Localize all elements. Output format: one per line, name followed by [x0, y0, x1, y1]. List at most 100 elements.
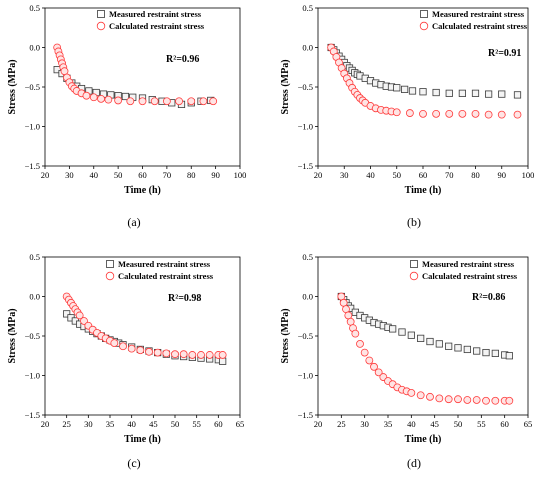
x-tick-label: 30: [340, 170, 349, 180]
x-tick-label: 100: [522, 170, 535, 180]
data-point-calculated: [197, 351, 205, 359]
data-point-calculated: [482, 396, 490, 405]
data-point-measured: [432, 88, 440, 97]
y-tick-label: 0.0: [302, 292, 313, 302]
x-tick-label: 65: [236, 419, 245, 429]
data-point-measured: [498, 90, 506, 98]
series-calculated: [53, 43, 218, 106]
x-tick-label: 80: [187, 170, 196, 180]
data-point-calculated: [374, 368, 383, 377]
data-point-measured: [121, 92, 130, 101]
x-tick-label: 50: [454, 419, 463, 429]
legend-marker-square: [420, 10, 428, 18]
data-point-measured: [491, 349, 499, 357]
legend-marker-circle: [419, 21, 429, 31]
legend-label: Measured restraint stress: [432, 9, 525, 19]
data-point-calculated: [82, 91, 91, 100]
data-point-calculated: [472, 396, 481, 404]
r-squared-annotation: R²=0.96: [166, 54, 199, 65]
legend-label: Calculated restraint stress: [422, 271, 518, 281]
y-tick-label: −0.5: [25, 331, 40, 341]
r-squared-annotation: R²=0.86: [472, 292, 505, 303]
y-axis-title: Stress (MPa): [7, 308, 18, 363]
data-point-measured: [389, 325, 397, 333]
data-point-calculated: [218, 351, 227, 359]
data-point-calculated: [351, 329, 360, 338]
data-point-calculated: [392, 108, 401, 117]
x-tick-label: 40: [127, 419, 136, 429]
data-point-calculated: [445, 109, 454, 118]
y-tick-label: 0.5: [29, 3, 40, 13]
x-axis-title: Time (h): [124, 434, 161, 445]
y-tick-label: −0.5: [298, 82, 313, 92]
data-point-calculated: [110, 339, 119, 348]
data-point-measured: [454, 344, 462, 352]
data-point-measured: [463, 345, 471, 354]
data-point-measured: [473, 347, 481, 355]
legend: Measured restraint stress Calculated rest…: [96, 9, 205, 31]
data-point-measured: [513, 91, 522, 99]
x-tick-label: 55: [477, 419, 486, 429]
data-point-measured: [445, 342, 453, 350]
data-point-calculated: [97, 94, 105, 103]
data-point-calculated: [405, 109, 414, 117]
data-point-calculated: [136, 346, 145, 355]
data-point-calculated: [126, 97, 135, 106]
x-axis-title: Time (h): [124, 185, 161, 196]
data-point-measured: [458, 89, 466, 97]
data-point-calculated: [416, 391, 425, 400]
data-point-calculated: [356, 339, 364, 348]
data-point-calculated: [145, 347, 153, 356]
data-point-measured: [407, 331, 415, 339]
x-tick-label: 60: [138, 170, 147, 180]
series-calculated: [62, 292, 227, 359]
y-tick-label: 0.5: [302, 252, 313, 262]
legend-marker-circle: [96, 21, 106, 31]
data-point-calculated: [179, 350, 188, 359]
x-axis-title: Time (h): [405, 434, 442, 445]
data-point-calculated: [138, 97, 147, 106]
data-point-measured: [417, 334, 425, 342]
y-tick-label: −1.5: [25, 161, 40, 171]
data-point-calculated: [419, 109, 427, 118]
x-tick-label: 100: [234, 170, 247, 180]
x-tick-label: 20: [41, 170, 50, 180]
data-point-measured: [485, 90, 493, 98]
legend: Measured restraint stress Calculated rest…: [105, 259, 214, 281]
data-point-measured: [419, 88, 427, 96]
x-tick-label: 45: [149, 419, 158, 429]
y-tick-label: −1.5: [25, 410, 40, 420]
x-tick-label: 20: [314, 170, 323, 180]
panel-label: (d): [407, 456, 421, 470]
x-tick-label: 20: [41, 419, 50, 429]
data-point-calculated: [471, 109, 480, 118]
legend-label: Calculated restraint stress: [109, 21, 205, 31]
data-point-measured: [471, 89, 480, 97]
data-point-calculated: [505, 396, 514, 405]
data-point-calculated: [175, 97, 183, 106]
data-point-calculated: [80, 317, 88, 325]
x-tick-label: 60: [419, 170, 428, 180]
data-point-calculated: [432, 109, 441, 118]
series-calculated: [327, 43, 522, 119]
chart-panel-3: 20 25 30 35 40 45 50 55 60 65 0.5 0.0 −0.5 −1.0 −1.5 Ti…: [7, 252, 244, 470]
y-tick-label: −1.5: [298, 410, 313, 420]
data-point-calculated: [426, 392, 434, 401]
x-tick-label: 35: [106, 419, 115, 429]
y-tick-label: −0.5: [25, 82, 40, 92]
x-tick-label: 30: [360, 419, 369, 429]
x-tick-label: 45: [430, 419, 439, 429]
x-tick-label: 80: [471, 170, 480, 180]
data-point-measured: [63, 310, 71, 318]
data-point-calculated: [463, 396, 472, 404]
data-point-measured: [445, 89, 453, 97]
data-point-measured: [393, 84, 401, 92]
x-tick-label: 90: [498, 170, 507, 180]
x-tick-label: 50: [114, 170, 123, 180]
y-tick-label: −1.0: [298, 371, 313, 381]
y-tick-label: 0.0: [302, 43, 313, 53]
x-tick-label: 20: [314, 419, 323, 429]
data-point-calculated: [162, 349, 171, 358]
legend-label: Measured restraint stress: [422, 259, 515, 269]
